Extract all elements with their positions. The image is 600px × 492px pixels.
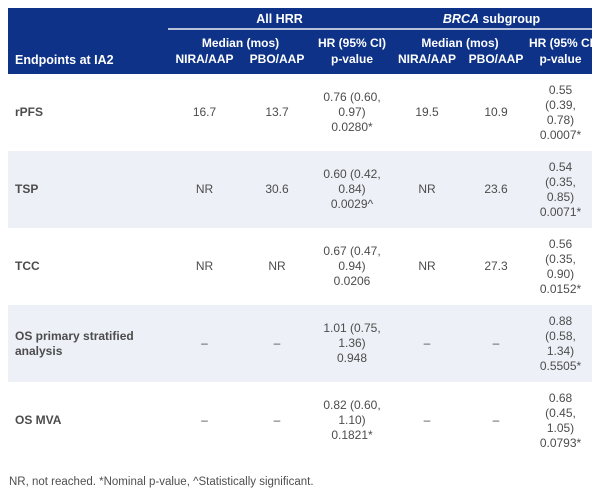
brca-median-header: Median (mos) xyxy=(391,30,529,52)
brca-hr-pvalue: 0.68 (0.45, 1.05) 0.0793* xyxy=(539,390,582,450)
brca-pbo-value: – xyxy=(463,305,529,382)
header-group-row: Endpoints at IA2 All HRR BRCA subgroup xyxy=(8,8,593,74)
endpoint-label: rPFS xyxy=(15,105,44,119)
hrr-hr-pvalue: 0.82 (0.60, 1.10) 0.1821* xyxy=(323,398,381,442)
table-row-os-primary: OS primary stratified analysis – – 1.01 … xyxy=(8,305,593,382)
brca-hr-ci-header: HR (95% CI) xyxy=(529,30,597,52)
brca-nira-value: NR xyxy=(418,259,436,273)
hrr-pbo-value: NR xyxy=(268,259,286,273)
header-subrow-top: Median (mos) HR (95% CI) Median (mos) HR… xyxy=(8,30,597,52)
hrr-pbo-value: 30.6 xyxy=(241,151,313,228)
hrr-pvalue-header: p-value xyxy=(313,52,391,74)
hrr-nira-aap-header: NIRA/AAP xyxy=(168,52,241,74)
brca-hr-pvalue: 0.56 (0.35, 0.90) 0.0152* xyxy=(539,236,582,296)
brca-pbo-value: 10.9 xyxy=(484,105,508,119)
endpoints-column-header: Endpoints at IA2 xyxy=(8,8,168,74)
table-header: Endpoints at IA2 All HRR BRCA subgroup M… xyxy=(8,8,597,74)
brca-pvalue-header: p-value xyxy=(529,52,593,74)
header-subrow-bottom: NIRA/AAP PBO/AAP p-value NIRA/AAP PBO/AA… xyxy=(8,52,593,74)
brca-hr-pvalue: 0.88 (0.58, 1.34) 0.5505* xyxy=(529,305,593,382)
hrr-nira-value: – xyxy=(168,305,241,382)
table-row-tcc: TCC NR NR 0.67 (0.47, 0.94) 0.0206 NR 27… xyxy=(8,228,592,305)
hrr-pbo-aap-header: PBO/AAP xyxy=(241,52,313,74)
hrr-nira-value: 16.7 xyxy=(192,105,217,119)
hrr-hr-pvalue: 0.60 (0.42, 0.84) 0.0029^ xyxy=(313,151,391,228)
brca-pbo-aap-header: PBO/AAP xyxy=(463,52,529,74)
table-row-os-mva: OS MVA – – 0.82 (0.60, 1.10) 0.1821* – –… xyxy=(8,382,592,459)
table-body: rPFS 16.7 13.7 0.76 (0.60, 0.97) 0.0280*… xyxy=(8,74,593,459)
brca-pbo-value: 27.3 xyxy=(484,259,508,273)
group-header-brca-subgroup: BRCA subgroup xyxy=(391,8,593,30)
table-row-rpfs: rPFS 16.7 13.7 0.76 (0.60, 0.97) 0.0280*… xyxy=(8,74,592,151)
brca-pbo-value: – xyxy=(492,413,500,427)
table-row-tsp: TSP NR 30.6 0.60 (0.42, 0.84) 0.0029^ NR… xyxy=(8,151,593,228)
hrr-nira-value: – xyxy=(201,413,208,427)
endpoints-results-table: Endpoints at IA2 All HRR BRCA subgroup M… xyxy=(8,8,597,459)
endpoint-label: TSP xyxy=(8,151,168,228)
group-brca-italic: BRCA xyxy=(442,12,479,26)
endpoint-label: OS MVA xyxy=(15,413,62,427)
group-brca-label: subgroup xyxy=(479,12,541,26)
hrr-nira-value: NR xyxy=(168,151,241,228)
brca-hr-pvalue: 0.54 (0.35, 0.85) 0.0071* xyxy=(529,151,593,228)
hrr-pbo-value: 13.7 xyxy=(265,105,289,119)
endpoint-label: OS primary stratified analysis xyxy=(8,305,168,382)
hrr-hr-pvalue: 1.01 (0.75, 1.36) 0.948 xyxy=(313,305,391,382)
brca-nira-value: 19.5 xyxy=(415,105,439,119)
table-footnote: NR, not reached. *Nominal p-value, ^Stat… xyxy=(9,476,314,488)
brca-nira-value: – xyxy=(391,305,463,382)
hrr-pbo-value: – xyxy=(241,305,313,382)
hrr-median-header: Median (mos) xyxy=(168,30,313,52)
brca-pbo-value: 23.6 xyxy=(463,151,529,228)
brca-hr-pvalue: 0.55 (0.39, 0.78) 0.0007* xyxy=(539,82,582,142)
hrr-pbo-value: – xyxy=(273,413,281,427)
hrr-hr-pvalue: 0.67 (0.47, 0.94) 0.0206 xyxy=(323,244,381,288)
hrr-nira-value: NR xyxy=(195,259,214,273)
hrr-hr-pvalue: 0.76 (0.60, 0.97) 0.0280* xyxy=(323,90,381,134)
endpoint-label: TCC xyxy=(15,259,40,273)
group-header-all-hrr: All HRR xyxy=(168,8,391,30)
brca-nira-aap-header: NIRA/AAP xyxy=(391,52,463,74)
group-all-hrr-label: All HRR xyxy=(256,12,303,26)
hrr-hr-ci-header: HR (95% CI) xyxy=(313,30,391,52)
brca-nira-value: – xyxy=(423,413,431,427)
brca-nira-value: NR xyxy=(391,151,463,228)
